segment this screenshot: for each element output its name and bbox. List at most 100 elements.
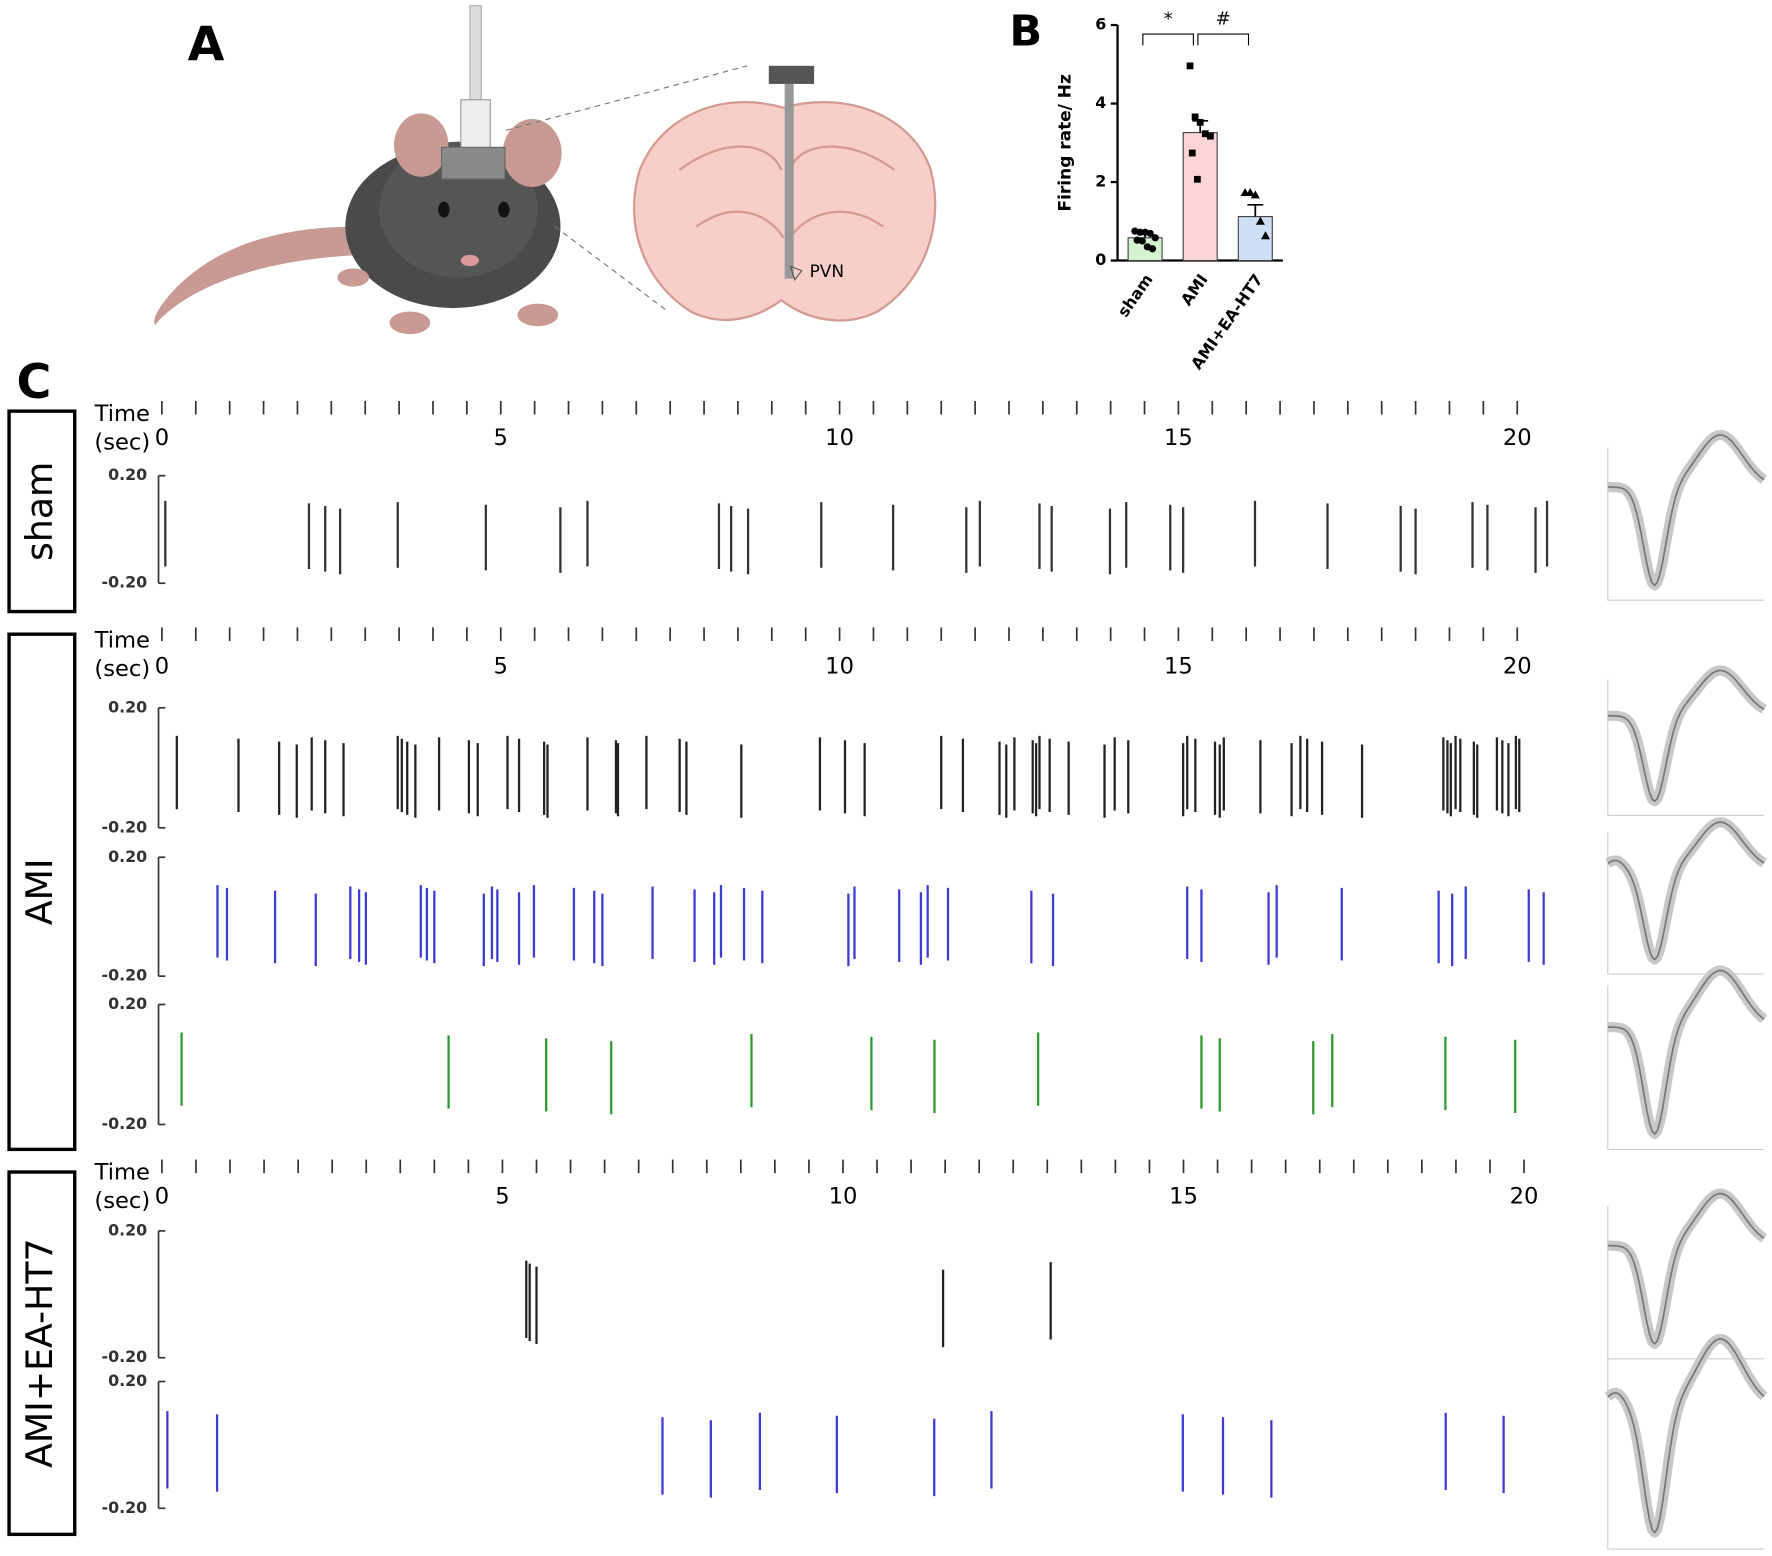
x-axis-label: Time <box>94 401 150 427</box>
data-point <box>1186 62 1194 70</box>
data-point <box>1193 175 1201 183</box>
x-tick-label: 15 <box>1164 425 1193 451</box>
x-axis-label: Time <box>94 627 150 653</box>
y-tick-label: -0.20 <box>102 1347 148 1366</box>
x-tick-label: 10 <box>825 654 854 680</box>
x-axis-label: (sec) <box>94 1188 150 1214</box>
y-tick-label: 0.20 <box>108 994 147 1013</box>
x-tick-label: 5 <box>494 425 508 451</box>
group-box <box>7 409 77 614</box>
significance-bracket <box>1197 33 1250 46</box>
x-tick-label: 0 <box>155 1183 169 1209</box>
panel-label: C <box>17 355 52 410</box>
connector <box>441 146 506 180</box>
x-tick-label: AMI <box>1177 270 1212 309</box>
x-tick-label: 15 <box>1169 1183 1198 1209</box>
waveform-band <box>1605 665 1767 807</box>
ear <box>394 113 449 177</box>
x-tick-label: 10 <box>825 425 854 451</box>
waveform-axes <box>1607 985 1765 1150</box>
x-tick-label: 10 <box>829 1183 858 1209</box>
panel-label: B <box>1009 7 1042 57</box>
panel-label: A <box>188 18 225 73</box>
x-axis-label: (sec) <box>94 656 150 682</box>
paw <box>337 268 370 287</box>
data-point <box>1188 149 1196 157</box>
waveform <box>1607 434 1765 587</box>
y-tick-label: 0.20 <box>108 1220 147 1239</box>
zoom-line <box>505 65 748 131</box>
paw <box>517 303 559 327</box>
mouse-illustration <box>154 5 748 335</box>
paw <box>389 311 431 335</box>
y-axis-label: Firing rate/ Hz <box>1055 74 1075 211</box>
data-point <box>1201 130 1209 138</box>
significance-bracket <box>1142 33 1194 46</box>
annotation: PVN <box>810 262 845 282</box>
significance-label: # <box>1216 8 1231 29</box>
data-point <box>1196 118 1204 126</box>
group-box <box>7 632 77 1152</box>
waveform-axes <box>1607 679 1765 816</box>
y-tick-label: 2 <box>1095 172 1106 191</box>
error-bar <box>1247 203 1264 217</box>
x-tick-label: 0 <box>155 654 169 680</box>
group-label: sham <box>18 462 61 561</box>
data-point <box>1255 216 1265 225</box>
tail <box>154 226 363 326</box>
bar <box>1182 132 1218 262</box>
eye <box>498 201 510 218</box>
data-point <box>1138 237 1146 245</box>
brain-illustration <box>632 65 937 322</box>
y-tick-label: 6 <box>1095 15 1106 34</box>
y-tick-label: -0.20 <box>102 1114 148 1133</box>
y-tick-label: 4 <box>1095 93 1106 112</box>
waveform-band <box>1604 1333 1768 1538</box>
brain-structure <box>678 145 896 239</box>
electrode <box>784 83 794 279</box>
y-tick-label: 0.20 <box>108 1371 147 1390</box>
waveform <box>1607 1338 1765 1534</box>
zoom-line <box>554 226 669 312</box>
group-box <box>7 1170 77 1537</box>
ear <box>502 119 562 187</box>
x-tick-label: 15 <box>1164 654 1193 680</box>
x-tick-label: 20 <box>1503 654 1532 680</box>
significance-label: * <box>1164 8 1173 29</box>
y-tick-label: 0.20 <box>108 465 147 484</box>
data-point <box>1151 234 1159 242</box>
x-tick-label: 5 <box>494 654 508 680</box>
waveform-axes <box>1607 1358 1765 1550</box>
waveform-band <box>1605 429 1767 591</box>
group-label: AMI <box>18 858 61 925</box>
cable <box>469 5 482 103</box>
x-axis-label: Time <box>94 1160 150 1186</box>
data-point <box>1250 190 1260 199</box>
x-tick-label: sham <box>1114 270 1157 320</box>
y-tick-label: -0.20 <box>102 1498 148 1517</box>
x-tick-label: 0 <box>155 425 169 451</box>
group-label: AMI+EA-HT7 <box>18 1238 61 1467</box>
data-point <box>1260 231 1271 240</box>
waveform-band <box>1605 1188 1767 1350</box>
data-point <box>1245 188 1255 197</box>
y-tick-label: 0 <box>1095 250 1106 269</box>
data-point <box>1148 245 1157 253</box>
waveform-band <box>1605 965 1768 1140</box>
electrode-holder <box>768 65 815 84</box>
x-tick-label: 20 <box>1503 425 1532 451</box>
y-tick-label: -0.20 <box>102 573 148 592</box>
data-point <box>1206 132 1214 140</box>
x-tick-label: 5 <box>495 1183 509 1209</box>
eye <box>438 201 450 218</box>
waveform <box>1607 821 1765 961</box>
plug <box>460 99 491 152</box>
y-tick-label: -0.20 <box>102 966 148 985</box>
data-point <box>1146 229 1154 238</box>
waveform <box>1607 969 1765 1136</box>
y-tick-label: -0.20 <box>102 817 148 836</box>
waveform-axes <box>1607 447 1765 601</box>
waveform-band <box>1605 817 1767 965</box>
y-tick-label: 0.20 <box>108 847 147 866</box>
